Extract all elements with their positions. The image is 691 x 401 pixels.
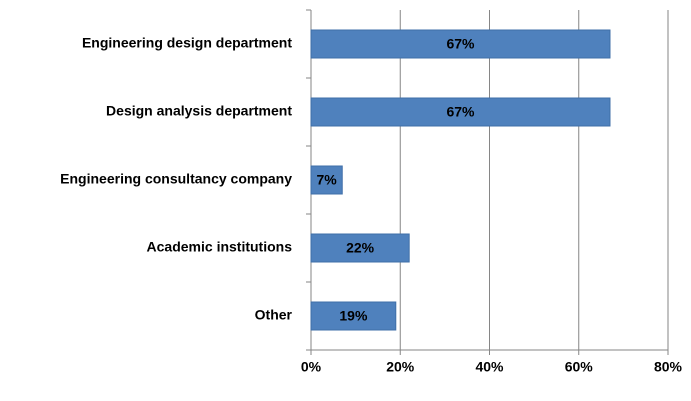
data-label: 7% xyxy=(317,172,338,188)
x-tick-label: 0% xyxy=(301,359,322,375)
y-tick-label: Design analysis department xyxy=(106,103,292,119)
data-label: 22% xyxy=(346,240,375,256)
x-tick-label: 20% xyxy=(386,359,415,375)
y-tick-label: Academic institutions xyxy=(147,239,293,255)
bar xyxy=(310,29,611,59)
y-tick-label: Other xyxy=(255,307,293,323)
data-label: 67% xyxy=(446,36,475,52)
bar xyxy=(310,97,611,127)
y-tick-label: Engineering consultancy company xyxy=(60,171,292,187)
bar xyxy=(310,233,410,263)
y-tick-label: Engineering design department xyxy=(82,35,292,51)
x-tick-label: 40% xyxy=(475,359,504,375)
bar xyxy=(310,301,397,331)
bar xyxy=(310,165,343,195)
x-tick-label: 60% xyxy=(565,359,594,375)
x-tick-label: 80% xyxy=(654,359,683,375)
data-label: 67% xyxy=(446,104,475,120)
data-label: 19% xyxy=(339,308,368,324)
